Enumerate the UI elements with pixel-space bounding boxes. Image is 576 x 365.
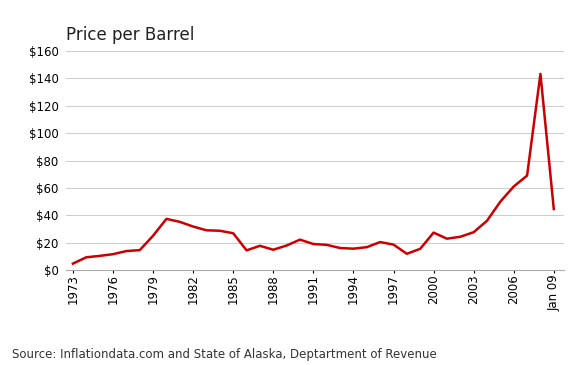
Text: Price per Barrel: Price per Barrel [66, 26, 195, 44]
Text: Source: Inflationdata.com and State of Alaska, Deptartment of Revenue: Source: Inflationdata.com and State of A… [12, 348, 436, 361]
